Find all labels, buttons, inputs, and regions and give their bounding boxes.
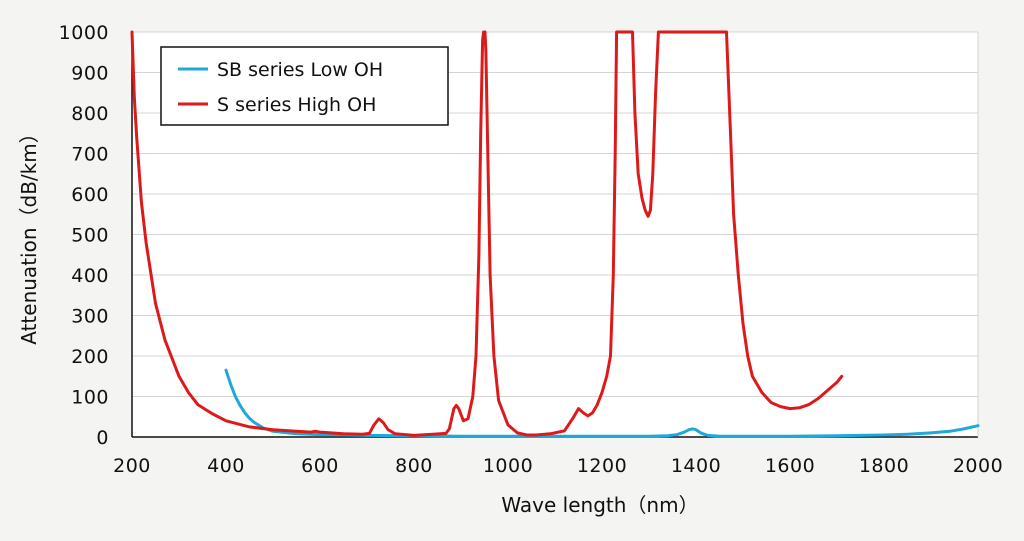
y-tick-label: 300 bbox=[71, 306, 109, 328]
x-axis-title: Wave length（nm） bbox=[501, 493, 698, 517]
series-lines bbox=[130, 30, 980, 438]
x-tick-labels: 200 400 600 800 1000 1200 1400 1600 1800 2000 bbox=[113, 455, 1003, 477]
y-axis-title: Attenuation（dB/km） bbox=[17, 123, 41, 344]
y-tick-label: 0 bbox=[96, 427, 109, 449]
legend-box bbox=[160, 46, 449, 126]
y-tick-label: 800 bbox=[71, 103, 109, 125]
x-tick-label: 1400 bbox=[671, 455, 721, 477]
x-tick-label: 1800 bbox=[859, 455, 909, 477]
x-tick-label: 1600 bbox=[765, 455, 815, 477]
x-tick-label: 1000 bbox=[483, 455, 533, 477]
y-tick-label: 1000 bbox=[59, 22, 109, 44]
legend-label-s-series: S series High OH bbox=[217, 94, 376, 116]
x-tick-label: 800 bbox=[395, 455, 433, 477]
y-tick-label: 100 bbox=[71, 387, 109, 409]
x-tick-label: 2000 bbox=[953, 455, 1003, 477]
x-tick-label: 200 bbox=[113, 455, 151, 477]
y-tick-label: 400 bbox=[71, 265, 109, 287]
series-line-s-series-high-oh bbox=[130, 30, 844, 437]
series-line-sb-series-low-oh bbox=[224, 368, 980, 438]
y-tick-label: 600 bbox=[71, 184, 109, 206]
y-tick-labels: 0 100 200 300 400 500 600 700 800 900 1000 bbox=[59, 22, 109, 449]
legend: SB series Low OH S series High OH bbox=[160, 46, 449, 126]
y-tick-label: 900 bbox=[71, 63, 109, 85]
x-tick-label: 400 bbox=[207, 455, 245, 477]
y-tick-label: 200 bbox=[71, 346, 109, 368]
x-tick-label: 1200 bbox=[577, 455, 627, 477]
x-tick-label: 600 bbox=[301, 455, 339, 477]
y-tick-label: 500 bbox=[71, 225, 109, 247]
legend-label-sb-series: SB series Low OH bbox=[217, 59, 383, 81]
y-tick-label: 700 bbox=[71, 144, 109, 166]
